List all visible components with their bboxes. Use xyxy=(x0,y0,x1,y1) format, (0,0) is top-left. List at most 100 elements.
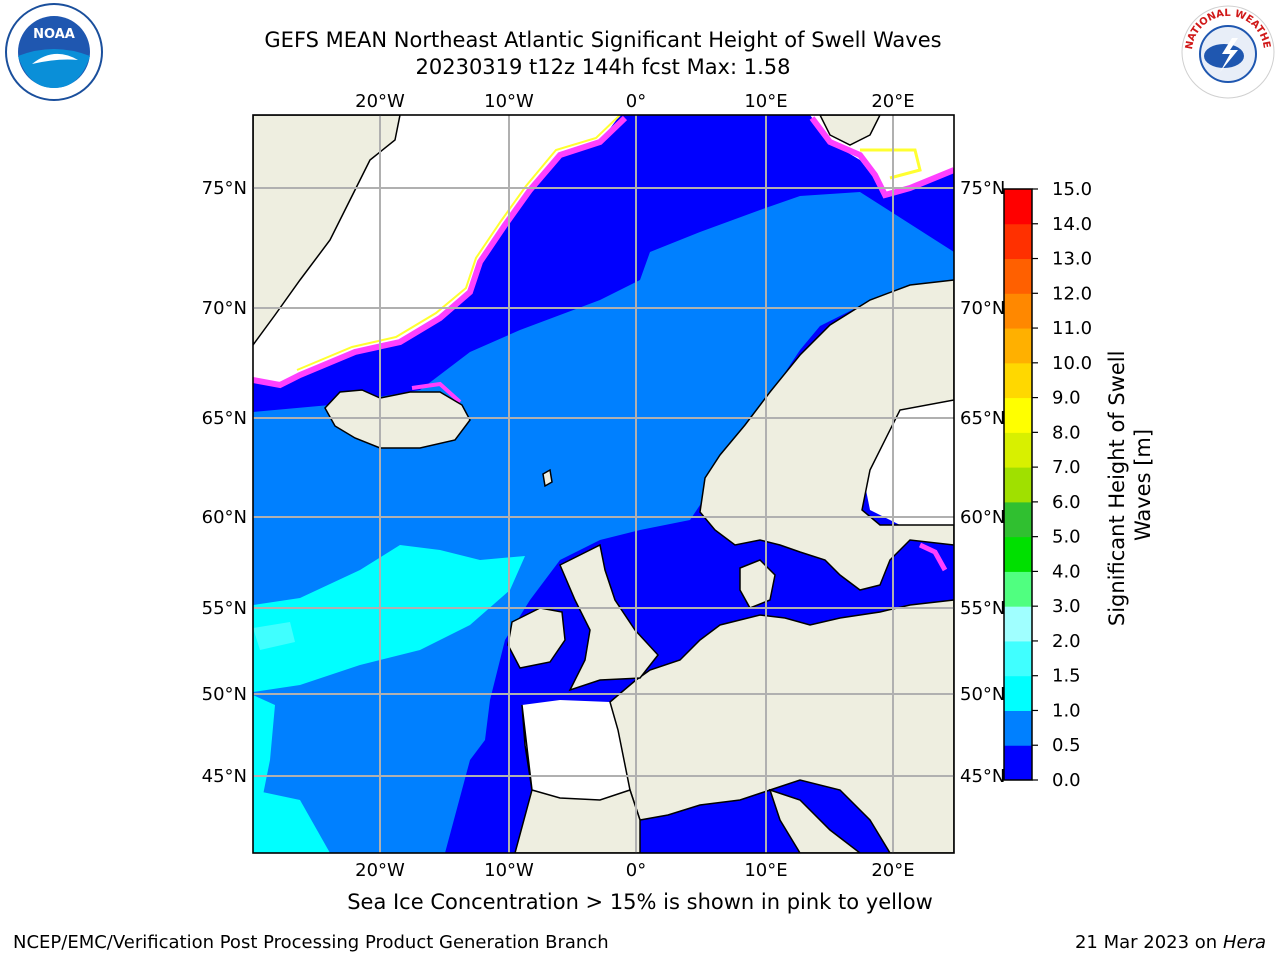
land-scandinavia xyxy=(699,279,954,591)
land-masses xyxy=(253,115,954,853)
lat-label-right: 50°N xyxy=(960,684,1005,705)
host-name: Hera xyxy=(1222,932,1266,953)
colorbar-tick-label: 13.0 xyxy=(1052,249,1092,270)
noaa-logo-text: NOAA xyxy=(33,27,75,42)
lon-label-top: 10°E xyxy=(744,91,787,112)
colorbar-swatch xyxy=(1004,710,1032,746)
swell-band-1_5-2_0 xyxy=(253,622,295,650)
colorbar-tick-label: 0.0 xyxy=(1052,770,1081,791)
colorbar-swatch xyxy=(1004,328,1032,364)
land-faroe xyxy=(542,468,553,488)
lat-label-left: 65°N xyxy=(202,408,247,429)
sea-ice-edge-svalbard-inner xyxy=(860,148,922,180)
title-line-2: 20230319 t12z 144h fcst Max: 1.58 xyxy=(415,55,791,79)
lon-label-bottom: 20°W xyxy=(355,860,405,881)
colorbar-swatch xyxy=(1004,536,1032,572)
colorbar-tick-label: 8.0 xyxy=(1052,422,1081,443)
longitude-labels-top: 20°W 10°W 0° 10°E 20°E xyxy=(355,91,914,112)
lat-label-left: 75°N xyxy=(202,178,247,199)
colorbar-swatch xyxy=(1004,467,1032,503)
lon-label-bottom: 0° xyxy=(626,860,646,881)
lon-label-bottom: 20°E xyxy=(871,860,914,881)
lon-label-bottom: 10°W xyxy=(484,860,534,881)
swell-band-1_0-1_5-sw xyxy=(253,790,330,853)
colorbar-swatch xyxy=(1004,675,1032,711)
colorbar-label-line-2: Waves [m] xyxy=(1131,429,1155,541)
sea-ice-edge-baltic xyxy=(918,542,948,572)
colorbar-swatch xyxy=(1004,501,1032,538)
lat-label-left: 70°N xyxy=(202,298,247,319)
colorbar-label-line-1: Significant Height of Swell xyxy=(1105,351,1129,627)
colorbar-swatch xyxy=(1004,571,1032,607)
land-great-britain xyxy=(559,543,659,692)
land-svalbard xyxy=(819,115,881,146)
lat-label-right: 75°N xyxy=(960,178,1005,199)
lat-label-right: 45°N xyxy=(960,766,1005,787)
latitude-labels-right: 75°N 70°N 65°N 60°N 55°N 50°N 45°N xyxy=(960,178,1005,787)
land-greenland xyxy=(253,115,401,347)
lat-label-left: 55°N xyxy=(202,598,247,619)
map-frame xyxy=(252,114,955,854)
latitude-labels-left: 75°N 70°N 65°N 60°N 55°N 50°N 45°N xyxy=(202,178,247,787)
lat-label-right: 65°N xyxy=(960,408,1005,429)
lat-label-left: 60°N xyxy=(202,507,247,528)
colorbar-swatch xyxy=(1004,397,1032,433)
colorbar-tick-label: 0.5 xyxy=(1052,735,1081,756)
lon-label-top: 20°E xyxy=(871,91,914,112)
sea-ice-edge-iceland xyxy=(411,381,462,404)
colorbar: 0.0 0.5 1.0 1.5 2.0 3.0 4.0 5.0 6.0 7.0 8.0 9.0 10.0… xyxy=(1003,179,1092,791)
swell-band-1_0-1_5 xyxy=(253,545,525,692)
colorbar-tick-label: 12.0 xyxy=(1052,283,1092,304)
colorbar-tick-label: 4.0 xyxy=(1052,561,1081,582)
colorbar-swatch xyxy=(1004,189,1032,225)
title-line-1: GEFS MEAN Northeast Atlantic Significant… xyxy=(264,28,942,52)
colorbar-swatch xyxy=(1004,293,1032,329)
colorbar-swatch xyxy=(1004,258,1032,294)
colorbar-tick-label: 1.5 xyxy=(1052,666,1081,687)
colorbar-swatch xyxy=(1004,745,1032,781)
land-italy xyxy=(768,788,862,853)
lon-label-top: 10°W xyxy=(484,91,534,112)
colorbar-swatch xyxy=(1004,640,1032,677)
colorbar-tick-label: 1.0 xyxy=(1052,700,1081,721)
colorbar-tick-label: 14.0 xyxy=(1052,214,1092,235)
colorbar-swatch xyxy=(1004,432,1032,468)
sea-ice-edge-greenland xyxy=(253,115,628,389)
date-stamp: 21 Mar 2023 on Hera xyxy=(1075,932,1266,953)
colorbar-tick-label: 2.0 xyxy=(1052,631,1081,652)
colorbar-tick-label: 7.0 xyxy=(1052,457,1081,478)
lat-label-left: 45°N xyxy=(202,766,247,787)
date-text: 21 Mar 2023 on xyxy=(1074,932,1218,953)
lon-label-top: 0° xyxy=(626,91,646,112)
lon-label-bottom: 10°E xyxy=(744,860,787,881)
map-title: GEFS MEAN Northeast Atlantic Significant… xyxy=(0,27,1206,81)
map-plot-area xyxy=(253,115,954,853)
baltic-ice-zone xyxy=(862,400,954,525)
colorbar-tick-label: 3.0 xyxy=(1052,596,1081,617)
colorbar-swatch xyxy=(1004,606,1032,642)
lat-label-right: 60°N xyxy=(960,507,1005,528)
credit-text: NCEP/EMC/Verification Post Processing Pr… xyxy=(13,932,609,953)
sea-ice-edge-greenland-inner xyxy=(296,115,621,371)
colorbar-frame xyxy=(1003,188,1033,781)
graticule xyxy=(253,115,954,853)
colorbar-tick-label: 5.0 xyxy=(1052,527,1081,548)
colorbar-tick-label: 10.0 xyxy=(1052,353,1092,374)
lon-label-top: 20°W xyxy=(355,91,405,112)
lat-label-right: 70°N xyxy=(960,298,1005,319)
colorbar-label: Significant Height of Swell Waves [m] xyxy=(1105,344,1155,626)
nws-logo: NATIONAL WEATHER SERVICE xyxy=(1178,2,1275,99)
swell-band-0_5-1_0 xyxy=(253,192,954,853)
lat-label-right: 55°N xyxy=(960,598,1005,619)
sea-ice-note: Sea Ice Concentration > 15% is shown in … xyxy=(347,890,933,914)
colorbar-swatch xyxy=(1004,362,1032,399)
land-continental-europe xyxy=(609,599,954,853)
lat-label-left: 50°N xyxy=(202,684,247,705)
colorbar-tick-label: 15.0 xyxy=(1052,179,1092,200)
noaa-logo: NOAA xyxy=(5,3,103,101)
colorbar-tick-label: 6.0 xyxy=(1052,492,1081,513)
longitude-labels-bottom: 20°W 10°W 0° 10°E 20°E xyxy=(355,860,914,881)
colorbar-tick-label: 9.0 xyxy=(1052,388,1081,409)
colorbar-tick-label: 11.0 xyxy=(1052,318,1092,339)
